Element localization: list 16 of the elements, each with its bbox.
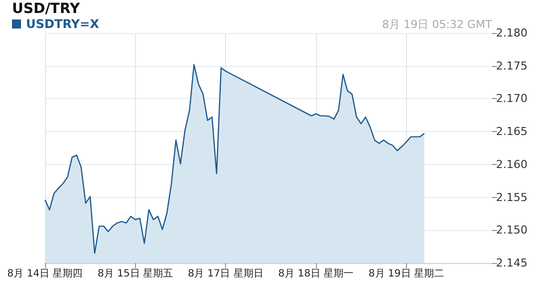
y-tick-label: 2.180 <box>496 26 528 40</box>
x-tick-label: 8月 19日 星期二 <box>368 268 444 280</box>
y-tick-label: 2.165 <box>496 125 528 138</box>
text: 8月 19日 05:32 GMT <box>382 18 492 31</box>
y-tick-label: 2.175 <box>496 59 528 72</box>
x-tick-label: 8月 15日 星期五 <box>98 268 174 280</box>
x-tick-label: 8月 17日 星期日 <box>188 268 264 280</box>
legend-label: USDTRY=X <box>26 17 100 31</box>
x-tick-label: 8月 14日 星期四 <box>7 268 83 280</box>
y-tick-label: 2.170 <box>496 92 528 106</box>
y-tick-label: 2.145 <box>496 256 528 270</box>
y-tick-label: 2.160 <box>496 158 528 171</box>
y-tick-label: 2.155 <box>496 190 528 204</box>
x-tick-label: 8月 18日 星期一 <box>278 268 354 280</box>
y-tick-label: 2.150 <box>496 224 528 237</box>
chart-title: USD/TRY <box>12 1 81 17</box>
